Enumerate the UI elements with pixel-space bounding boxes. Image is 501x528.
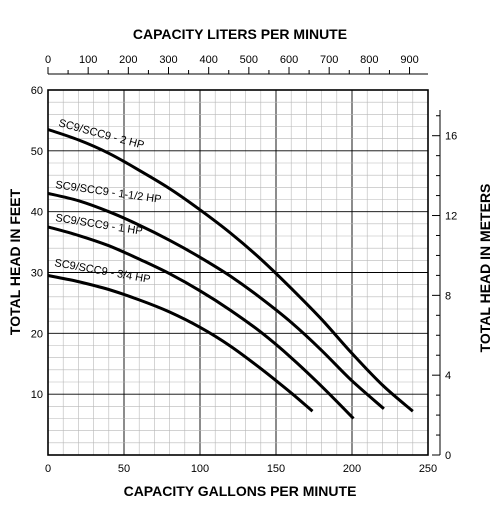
grid (48, 90, 428, 455)
y2-tick-label: 8 (445, 290, 451, 302)
x-tick-label: 0 (45, 463, 51, 475)
y-tick-label: 10 (31, 389, 43, 401)
y-tick-label: 20 (31, 328, 43, 340)
left-axis-title: TOTAL HEAD IN FEET (7, 188, 23, 335)
x2-tick-label: 400 (199, 54, 217, 66)
x2-tick-label: 200 (119, 54, 137, 66)
x-tick-label: 50 (118, 463, 130, 475)
x2-tick-label: 700 (320, 54, 338, 66)
y2-tick-label: 16 (445, 131, 457, 143)
y2-tick-label: 12 (445, 211, 457, 223)
x-tick-label: 150 (267, 463, 285, 475)
x2-tick-label: 300 (159, 54, 177, 66)
x2-tick-label: 800 (360, 54, 378, 66)
curve-series-3 (47, 225, 355, 420)
y-tick-label: 40 (31, 207, 43, 219)
curve-series-1 (47, 128, 414, 413)
x2-tick-label: 900 (400, 54, 418, 66)
curve-label-3: SC9/SCC9 - 1 HP (55, 212, 144, 238)
x2-tick-label: 600 (280, 54, 298, 66)
y-tick-label: 60 (31, 85, 43, 97)
x2-tick-label: 0 (45, 54, 51, 66)
curve-label-1: SC9/SCC9 - 2 HP (57, 117, 145, 151)
bottom-axis-title: CAPACITY GALLONS PER MINUTE (124, 483, 357, 499)
x-tick-label: 250 (419, 463, 437, 475)
top-axis-title: CAPACITY LITERS PER MINUTE (133, 26, 347, 42)
performance-curves (47, 128, 414, 420)
y-tick-label: 50 (31, 146, 43, 158)
y2-tick-label: 0 (445, 450, 451, 462)
x-tick-label: 200 (343, 463, 361, 475)
x-tick-label: 100 (191, 463, 209, 475)
plot-frame (47, 89, 429, 456)
curve-series-4 (47, 274, 314, 413)
curve-label-4: SC9/SCC9 - 3/4 HP (53, 257, 151, 286)
right-axis-title: TOTAL HEAD IN METERS (477, 184, 493, 353)
y2-tick-label: 4 (445, 370, 451, 382)
x2-tick-label: 500 (240, 54, 258, 66)
curve-series-2 (47, 191, 385, 410)
x2-tick-label: 100 (79, 54, 97, 66)
curve-label-2: SC9/SCC9 - 1-1/2 HP (55, 179, 163, 206)
y-tick-label: 30 (31, 268, 43, 280)
